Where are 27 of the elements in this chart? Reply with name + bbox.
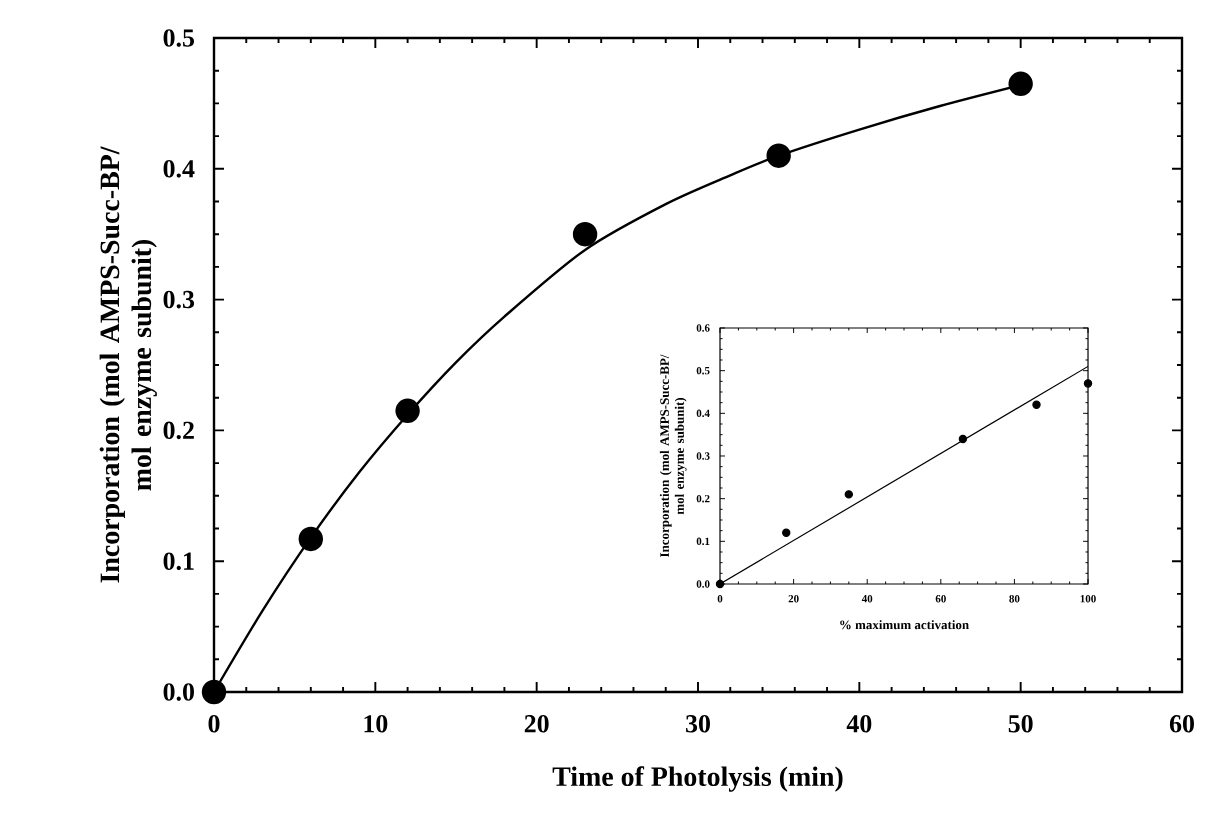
point	[958, 434, 968, 444]
point	[766, 143, 791, 168]
y-tick-label: 0.5	[163, 29, 195, 47]
point	[201, 679, 227, 705]
y-tick-label: 0.0	[163, 683, 194, 701]
x-axis-title: Time of Photolysis (min)	[552, 766, 843, 792]
x-tick-label: 0	[208, 715, 220, 733]
y-tick-label: 0.4	[163, 160, 195, 178]
x-tick-label: 40	[846, 715, 872, 733]
x-tick-label: 60	[1169, 715, 1194, 733]
y-tick-label: 0.1	[163, 552, 194, 571]
point	[715, 579, 725, 589]
point	[572, 222, 598, 247]
point	[1008, 71, 1033, 96]
point	[844, 490, 854, 499]
y-tick-label: 0.3	[163, 290, 195, 309]
x-tick-label: 50	[1008, 715, 1033, 733]
x-tick-label: 20	[524, 715, 549, 733]
x-tick-label: 30	[686, 715, 710, 733]
y-tick-label: 0.2	[163, 421, 194, 440]
point	[395, 398, 420, 423]
point	[1032, 400, 1041, 409]
x-tick-label: 10	[364, 715, 388, 733]
point	[782, 528, 791, 537]
point	[298, 526, 323, 552]
y-axis-title: Incorporation (mol AMPS-Succ-BP/ mol enzyme subunit)	[99, 146, 157, 583]
point	[1083, 379, 1093, 388]
